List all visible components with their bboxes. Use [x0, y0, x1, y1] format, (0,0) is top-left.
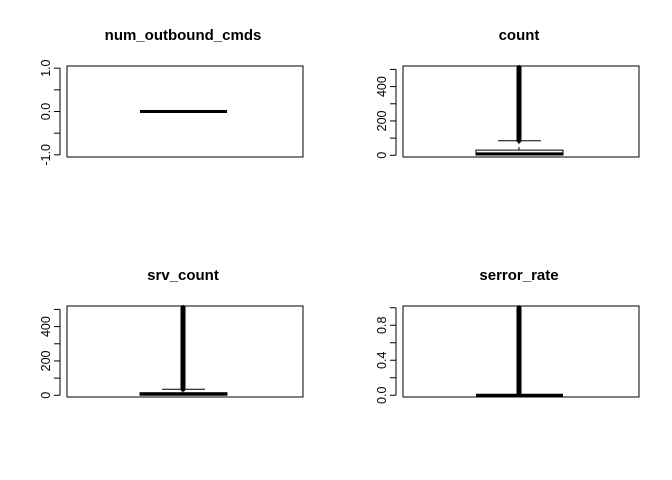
y-tick-label: 0.0	[39, 103, 53, 120]
y-axis: -1.0 0.0 1.0	[39, 59, 61, 166]
y-axis: 0 200 400	[39, 308, 61, 399]
y-tick-label: 0.4	[375, 352, 389, 369]
y-axis: 0.0 0.4 0.8	[375, 307, 397, 404]
boxplot-marks	[476, 305, 563, 397]
y-axis: 0 200 400	[375, 68, 397, 159]
y-tick-label: 200	[375, 110, 389, 131]
panel-num-outbound-cmds: num_outbound_cmds -1.0 0.0 1.0	[39, 27, 304, 166]
boxplot-marks	[139, 305, 228, 396]
panel-title: srv_count	[147, 267, 219, 284]
panel-srv-count: srv_count 0 200 400	[39, 267, 304, 399]
y-tick-label: 400	[375, 76, 389, 97]
y-tick-label: 200	[39, 350, 53, 371]
panel-title: num_outbound_cmds	[105, 27, 262, 44]
panel-count: count 0 200 400	[375, 27, 640, 159]
boxplot-marks	[475, 65, 564, 156]
y-tick-label: 0	[375, 152, 389, 159]
y-tick-label: 0.8	[375, 317, 389, 334]
y-tick-label: 1.0	[39, 59, 53, 76]
plot-frame	[402, 305, 640, 398]
panel-title: count	[499, 27, 540, 44]
plot-frame	[66, 305, 304, 398]
y-tick-label: 400	[39, 316, 53, 337]
y-tick-label: 0	[39, 392, 53, 399]
plot-frame	[66, 65, 304, 158]
y-tick-label: -1.0	[39, 144, 53, 166]
y-tick-label: 0.0	[375, 387, 389, 404]
panel-serror-rate: serror_rate 0.0 0.4 0.8	[375, 267, 640, 404]
panel-title: serror_rate	[479, 267, 558, 284]
plot-frame	[402, 65, 640, 158]
